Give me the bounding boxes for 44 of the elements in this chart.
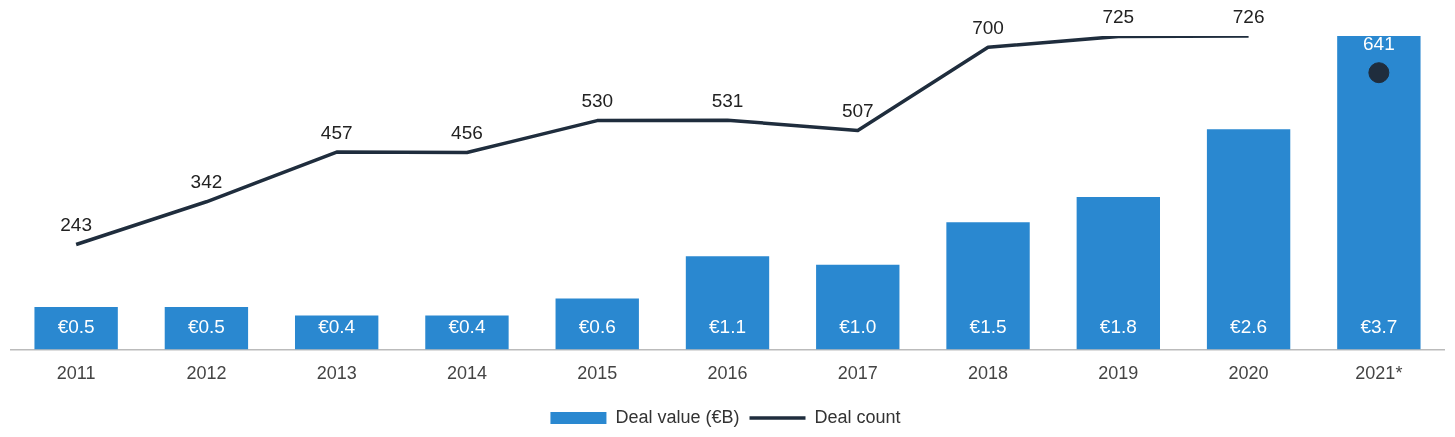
data-label: €0.6 <box>578 315 616 337</box>
x-tick-label: 2015 <box>577 363 618 384</box>
x-tick-label: 2012 <box>186 363 227 384</box>
data-label: 641 <box>1363 33 1395 55</box>
data-label: €0.5 <box>57 315 95 337</box>
data-label: €1.0 <box>839 315 877 337</box>
x-tick-label: 2019 <box>1098 363 1139 384</box>
data-label: 531 <box>711 89 744 111</box>
bar <box>685 256 770 350</box>
x-tick-label: 2016 <box>707 363 748 384</box>
data-label: 243 <box>60 214 92 236</box>
data-label: €2.6 <box>1230 315 1268 337</box>
bar <box>34 307 118 350</box>
bar <box>946 222 1030 350</box>
data-label: 507 <box>841 100 874 122</box>
data-label: €1.1 <box>709 315 746 337</box>
data-label: €0.4 <box>318 315 356 337</box>
bar <box>1206 129 1291 350</box>
data-label: €3.7 <box>1360 315 1398 337</box>
data-label: 456 <box>451 122 483 144</box>
bar <box>816 264 900 350</box>
bar <box>164 307 249 350</box>
legend-label: Deal value (€B) <box>615 406 740 427</box>
x-tick-label: 2021* <box>1355 363 1403 384</box>
bar <box>1076 196 1161 350</box>
data-label: 700 <box>972 16 1004 38</box>
bar <box>1337 36 1421 350</box>
data-label: 342 <box>190 171 223 193</box>
data-label: €1.5 <box>969 315 1007 337</box>
x-tick-label: 2018 <box>968 363 1009 384</box>
data-label: 457 <box>320 121 353 143</box>
data-label: €1.8 <box>1099 315 1137 337</box>
x-tick-label: 2017 <box>837 363 878 384</box>
bar <box>555 298 639 350</box>
data-label: 725 <box>1102 6 1135 28</box>
legend-label: Deal count <box>814 406 901 427</box>
data-label: 530 <box>581 90 614 112</box>
data-label: €0.5 <box>187 315 225 337</box>
x-tick-label: 2014 <box>446 363 487 384</box>
x-tick-label: 2011 <box>56 363 96 384</box>
data-label: 726 <box>1232 5 1265 27</box>
x-tick-label: 2020 <box>1228 363 1269 384</box>
data-label: €0.4 <box>448 315 486 337</box>
x-tick-label: 2013 <box>316 363 357 384</box>
